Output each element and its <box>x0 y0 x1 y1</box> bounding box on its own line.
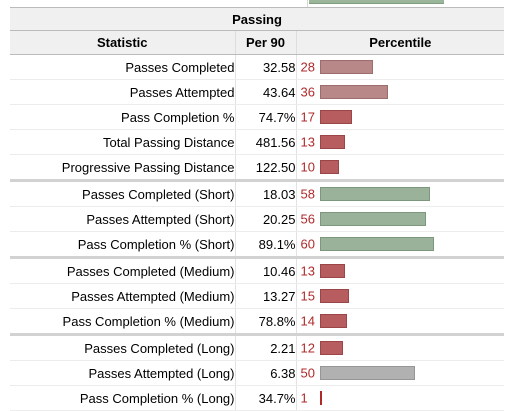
per90-value: 481.56 <box>235 129 297 155</box>
percentile-cell: 60 <box>296 231 505 258</box>
percentile-bar <box>319 160 339 174</box>
percentile-bar <box>319 366 415 380</box>
stat-name: Passes Completed (Short) <box>10 179 236 207</box>
stat-name: Passes Attempted (Long) <box>10 360 236 386</box>
percentile-cell: 1 <box>296 385 505 411</box>
percentile-value: 12 <box>300 340 315 356</box>
percentile-bar <box>319 341 343 355</box>
percentile-cell: 12 <box>296 333 505 361</box>
per90-value: 20.25 <box>235 206 297 232</box>
percentile-bar <box>319 135 345 149</box>
percentile-value: 14 <box>300 313 315 329</box>
group-title: Passing <box>10 7 505 31</box>
per90-value: 122.50 <box>235 154 297 181</box>
table-row: Passes Attempted 43.64 36 <box>10 79 505 105</box>
stat-name: Pass Completion % (Medium) <box>10 308 236 335</box>
per90-value: 89.1% <box>235 231 297 258</box>
percentile-cell: 28 <box>296 54 505 80</box>
stat-name: Total Passing Distance <box>10 129 236 155</box>
percentile-cell: 13 <box>296 256 505 284</box>
stat-name: Passes Attempted (Short) <box>10 206 236 232</box>
percentile-value: 13 <box>300 134 315 150</box>
percentile-cell: 56 <box>296 206 505 232</box>
table-row: Passes Completed (Long) 2.21 12 <box>10 333 505 361</box>
per90-value: 10.46 <box>235 256 297 284</box>
per90-value: 18.03 <box>235 179 297 207</box>
table-group-header-row: Passing <box>10 7 505 31</box>
percentile-cell: 17 <box>296 104 505 130</box>
percentile-value: 56 <box>300 211 315 227</box>
per90-value: 2.21 <box>235 333 297 361</box>
percentile-cell: 13 <box>296 129 505 155</box>
table-row: Passes Attempted (Medium) 13.27 15 <box>10 283 505 309</box>
percentile-cell: 14 <box>296 308 505 335</box>
passing-stats-table: Passing Statistic Per 90 Percentile Pass… <box>10 7 505 411</box>
stat-name: Progressive Passing Distance <box>10 154 236 181</box>
percentile-bar <box>319 237 434 251</box>
stat-name: Passes Completed (Medium) <box>10 256 236 284</box>
percentile-value: 50 <box>300 365 315 381</box>
percentile-value: 1 <box>300 390 308 406</box>
percentile-cell: 10 <box>296 154 505 181</box>
per90-value: 6.38 <box>235 360 297 386</box>
table-row: Pass Completion % (Medium) 78.8% 14 <box>10 308 505 335</box>
percentile-value: 28 <box>300 59 315 75</box>
stat-name: Pass Completion % (Long) <box>10 385 236 411</box>
percentile-bar <box>319 85 388 99</box>
table-row: Passes Completed (Medium) 10.46 13 <box>10 256 505 284</box>
per90-value: 13.27 <box>235 283 297 309</box>
percentile-cell: 36 <box>296 79 505 105</box>
previous-table-divider <box>307 0 308 7</box>
column-header-per90[interactable]: Per 90 <box>235 30 297 55</box>
column-header-statistic[interactable]: Statistic <box>10 30 236 55</box>
table-column-header-row: Statistic Per 90 Percentile <box>10 30 505 55</box>
percentile-value: 17 <box>300 109 315 125</box>
percentile-value: 13 <box>300 263 315 279</box>
percentile-bar <box>319 264 345 278</box>
percentile-value: 15 <box>300 288 315 304</box>
per90-value: 34.7% <box>235 385 297 411</box>
percentile-bar <box>319 391 322 405</box>
stat-name: Passes Attempted <box>10 79 236 105</box>
table-row: Pass Completion % (Long) 34.7% 1 <box>10 385 505 411</box>
percentile-bar <box>319 60 373 74</box>
table-row: Passes Attempted (Short) 20.25 56 <box>10 206 505 232</box>
table-row: Passes Completed (Short) 18.03 58 <box>10 179 505 207</box>
percentile-bar <box>319 212 426 226</box>
stat-name: Pass Completion % <box>10 104 236 130</box>
percentile-value: 36 <box>300 84 315 100</box>
per90-value: 43.64 <box>235 79 297 105</box>
stat-name: Passes Completed <box>10 54 236 80</box>
percentile-bar <box>319 289 349 303</box>
per90-value: 78.8% <box>235 308 297 335</box>
percentile-value: 60 <box>300 236 315 252</box>
percentile-cell: 15 <box>296 283 505 309</box>
column-header-percentile[interactable]: Percentile <box>296 30 505 55</box>
percentile-bar <box>319 314 347 328</box>
stat-name: Pass Completion % (Short) <box>10 231 236 258</box>
percentile-cell: 58 <box>296 179 505 207</box>
table-row: Passes Completed 32.58 28 <box>10 54 505 80</box>
table-row: Pass Completion % (Short) 89.1% 60 <box>10 231 505 258</box>
table-row: Total Passing Distance 481.56 13 <box>10 129 505 155</box>
percentile-bar <box>319 110 352 124</box>
percentile-value: 10 <box>300 159 315 175</box>
previous-table-bar-fragment <box>309 0 444 4</box>
stat-name: Passes Completed (Long) <box>10 333 236 361</box>
percentile-bar <box>319 187 430 201</box>
previous-table-edge <box>10 0 504 7</box>
stat-name: Passes Attempted (Medium) <box>10 283 236 309</box>
per90-value: 74.7% <box>235 104 297 130</box>
table-row: Pass Completion % 74.7% 17 <box>10 104 505 130</box>
percentile-value: 58 <box>300 186 315 202</box>
per90-value: 32.58 <box>235 54 297 80</box>
table-row: Passes Attempted (Long) 6.38 50 <box>10 360 505 386</box>
table-row: Progressive Passing Distance 122.50 10 <box>10 154 505 181</box>
percentile-cell: 50 <box>296 360 505 386</box>
